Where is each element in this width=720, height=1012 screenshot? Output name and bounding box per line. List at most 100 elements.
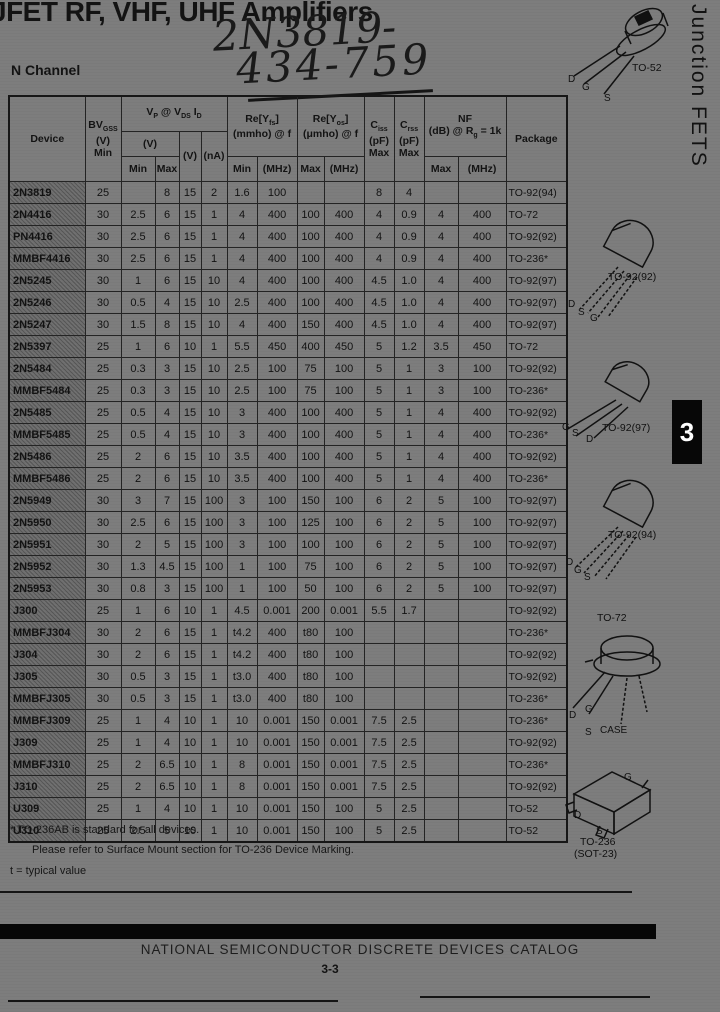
value-cell: 6 <box>154 335 180 358</box>
value-cell: 150 <box>296 797 325 820</box>
value-cell: 25 <box>84 599 122 622</box>
value-cell: 1 <box>200 203 228 226</box>
value-cell: 100 <box>256 511 298 534</box>
to-72-pin-d: D <box>569 710 577 721</box>
table-row: 2N5397 25 1 6 10 1 5.5 450 400 450 5 1.2 3.5 450 TO-72 <box>8 335 568 358</box>
col-header-nf-group: NF (dB) @ Rg = 1k <box>423 95 507 157</box>
bottom-rule-right <box>420 996 650 998</box>
value-cell: 400 <box>296 335 325 358</box>
value-cell: 0.5 <box>120 665 156 688</box>
package-cell: TO-92(92) <box>505 599 568 622</box>
value-cell: 0.001 <box>256 753 298 776</box>
value-cell: 1 <box>200 709 228 732</box>
table-row: MMBF5484 25 0.3 3 15 10 2.5 100 75 100 5 1 3 100 TO-23… <box>8 379 568 402</box>
value-cell: 4 <box>423 203 459 226</box>
value-cell: 100 <box>457 357 507 380</box>
device-cell: 2N4416 <box>8 203 86 226</box>
value-cell <box>423 599 459 622</box>
value-cell: 400 <box>457 291 507 314</box>
value-cell: 5 <box>363 335 395 358</box>
value-cell: 0.001 <box>256 819 298 843</box>
package-cell: TO-236* <box>505 247 568 270</box>
value-cell: 10 <box>178 731 202 754</box>
col-header-vp-group: VP @ VDS ID <box>120 95 228 132</box>
value-cell: 1 <box>120 731 156 754</box>
value-cell: 3 <box>120 489 156 512</box>
value-cell: 100 <box>296 445 325 468</box>
value-cell: 5 <box>423 489 459 512</box>
value-cell: 4 <box>423 269 459 292</box>
value-cell <box>423 819 459 843</box>
value-cell <box>363 643 395 666</box>
value-cell: 4 <box>423 467 459 490</box>
value-cell: 2.5 <box>393 731 425 754</box>
footer-text: NATIONAL SEMICONDUCTOR DISCRETE DEVICES … <box>140 942 580 957</box>
value-cell: 8 <box>154 181 180 204</box>
col-header-crss: Crss (pF) Max <box>393 95 425 182</box>
value-cell: 0.5 <box>120 687 156 710</box>
package-cell: TO-92(97) <box>505 489 568 512</box>
package-cell: TO-236* <box>505 423 568 446</box>
value-cell: 10 <box>200 291 228 314</box>
value-cell: 1 <box>200 225 228 248</box>
to-92-97-pin-g: G <box>562 422 570 433</box>
value-cell: 25 <box>84 467 122 490</box>
value-cell: 100 <box>256 379 298 402</box>
value-cell: 100 <box>296 401 325 424</box>
value-cell: 15 <box>178 467 202 490</box>
device-cell: MMBF5485 <box>8 423 86 446</box>
value-cell: 4 <box>154 423 180 446</box>
value-cell: 100 <box>200 555 228 578</box>
value-cell: 100 <box>323 511 365 534</box>
value-cell: 30 <box>84 511 122 534</box>
value-cell: 10 <box>200 445 228 468</box>
value-cell <box>393 687 425 710</box>
value-cell: 5 <box>154 533 180 556</box>
value-cell: 2 <box>120 753 156 776</box>
device-cell: MMBF5484 <box>8 379 86 402</box>
value-cell: 4 <box>423 401 459 424</box>
package-cell: TO-92(97) <box>505 533 568 556</box>
value-cell: 7.5 <box>363 753 395 776</box>
to-72-pin-s: S <box>585 727 592 738</box>
value-cell: 2 <box>120 621 156 644</box>
value-cell: 1.0 <box>393 269 425 292</box>
value-cell: t80 <box>296 621 325 644</box>
value-cell: 6 <box>154 269 180 292</box>
package-cell: TO-92(97) <box>505 291 568 314</box>
value-cell: 100 <box>323 357 365 380</box>
value-cell: 30 <box>84 665 122 688</box>
value-cell <box>457 709 507 732</box>
table-row: 2N5485 25 0.5 4 15 10 3 400 100 400 5 1 4 400 TO-92(92… <box>8 401 568 424</box>
package-cell: TO-52 <box>505 819 568 843</box>
value-cell: 3 <box>154 687 180 710</box>
device-cell: MMBF4416 <box>8 247 86 270</box>
value-cell: 3 <box>226 511 258 534</box>
value-cell: 5 <box>423 577 459 600</box>
value-cell <box>423 797 459 820</box>
value-cell: 10 <box>200 357 228 380</box>
value-cell <box>457 621 507 644</box>
value-cell: 3 <box>154 577 180 600</box>
value-cell: 10 <box>178 753 202 776</box>
value-cell: 1 <box>120 599 156 622</box>
to-52-pin-d: D <box>568 74 576 85</box>
value-cell: 400 <box>457 225 507 248</box>
value-cell: 400 <box>256 621 298 644</box>
value-cell: 15 <box>178 379 202 402</box>
value-cell: t80 <box>296 687 325 710</box>
value-cell: 400 <box>256 247 298 270</box>
value-cell: 8 <box>226 753 258 776</box>
value-cell <box>457 687 507 710</box>
table-row: 2N5486 25 2 6 15 10 3.5 400 100 400 5 1 4 400 TO-92(92… <box>8 445 568 468</box>
to-92-body-icon <box>575 479 654 580</box>
value-cell: 125 <box>296 511 325 534</box>
value-cell: 400 <box>256 313 298 336</box>
value-cell: 150 <box>296 731 325 754</box>
to-92-94-pin-s: S <box>584 572 591 583</box>
col-header-vp-max: Max <box>154 156 180 182</box>
value-cell: 10 <box>226 797 258 820</box>
value-cell: 75 <box>296 555 325 578</box>
value-cell: 10 <box>200 313 228 336</box>
value-cell: 30 <box>84 643 122 666</box>
